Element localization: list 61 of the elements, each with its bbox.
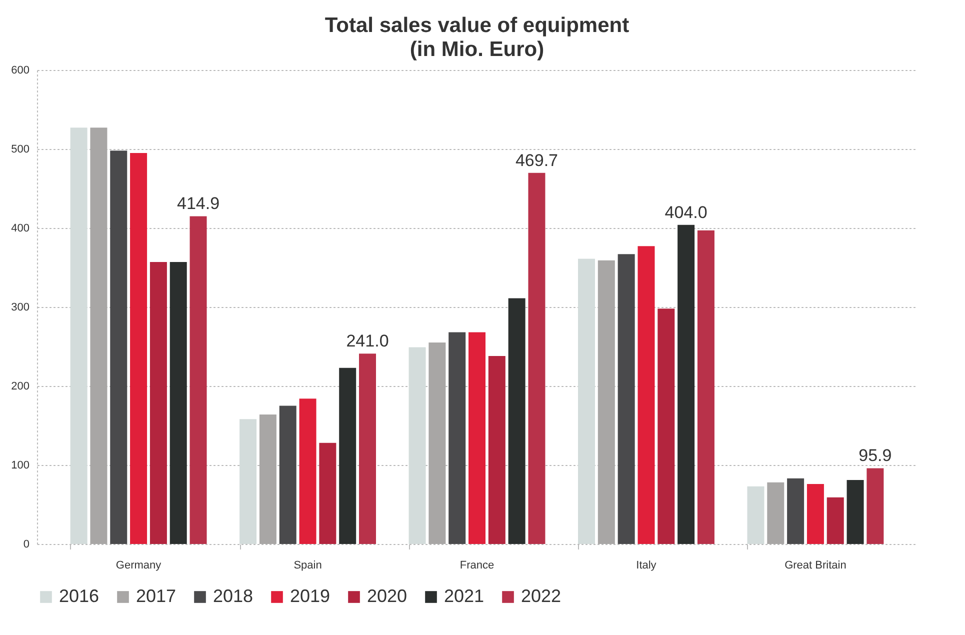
- bar: [826, 497, 844, 544]
- x-tick-label: France: [460, 560, 494, 572]
- bar: [299, 398, 316, 544]
- bar: [190, 216, 207, 544]
- bar: [578, 258, 595, 544]
- y-tick-label: 0: [23, 538, 30, 550]
- bar: [806, 484, 824, 544]
- bar: [697, 230, 714, 544]
- data-label: 414.9: [176, 194, 220, 214]
- legend-label: 2022: [521, 586, 562, 606]
- bar: [638, 246, 655, 544]
- bar: [508, 298, 526, 544]
- chart-title: Total sales value of equipment: [324, 14, 630, 37]
- y-tick-label: 500: [11, 144, 30, 156]
- bar: [468, 332, 486, 544]
- bar: [319, 442, 336, 544]
- chart-subtitle: (in Mio. Euro): [410, 38, 544, 61]
- bar: [618, 254, 635, 544]
- legend-label: 2021: [444, 586, 484, 606]
- data-label: 241.0: [346, 332, 389, 351]
- y-tick-label: 300: [11, 302, 30, 314]
- x-tick-label: Germany: [116, 560, 162, 572]
- bar: [70, 128, 88, 544]
- legend-label: 2020: [367, 586, 408, 606]
- bar: [678, 224, 695, 544]
- bar: [170, 262, 187, 544]
- bar: [767, 482, 784, 544]
- y-tick-label: 100: [11, 460, 30, 472]
- legend-label: 2017: [136, 586, 176, 606]
- bar: [488, 356, 506, 544]
- data-label: 469.7: [515, 150, 558, 170]
- bar: [787, 478, 804, 544]
- y-tick-label: 400: [11, 222, 30, 234]
- bar: [747, 486, 764, 544]
- data-label: 95.9: [858, 446, 892, 466]
- bar: [598, 260, 615, 544]
- bar: [240, 419, 257, 544]
- x-tick-label: Great Britain: [784, 560, 846, 572]
- bar: [90, 128, 108, 544]
- x-tick-label: Spain: [294, 560, 322, 572]
- bar: [658, 308, 675, 544]
- bar: [259, 414, 276, 544]
- bar: [408, 347, 426, 544]
- legend-label: 2016: [59, 586, 100, 606]
- bar: [528, 172, 546, 544]
- bar: [846, 480, 864, 544]
- bar: [428, 342, 446, 544]
- bar: [150, 262, 167, 544]
- bar: [110, 150, 128, 544]
- legend-label: 2018: [213, 586, 254, 606]
- y-tick-label: 600: [11, 64, 30, 76]
- bar: [448, 332, 466, 544]
- y-tick-label: 200: [11, 380, 30, 392]
- bar: [130, 152, 148, 544]
- x-tick-label: Italy: [636, 560, 657, 572]
- bar: [866, 468, 884, 544]
- bar: [339, 368, 356, 544]
- legend-label: 2019: [290, 586, 330, 606]
- bar: [279, 406, 296, 544]
- bar: [359, 354, 376, 544]
- data-label: 404.0: [664, 202, 708, 222]
